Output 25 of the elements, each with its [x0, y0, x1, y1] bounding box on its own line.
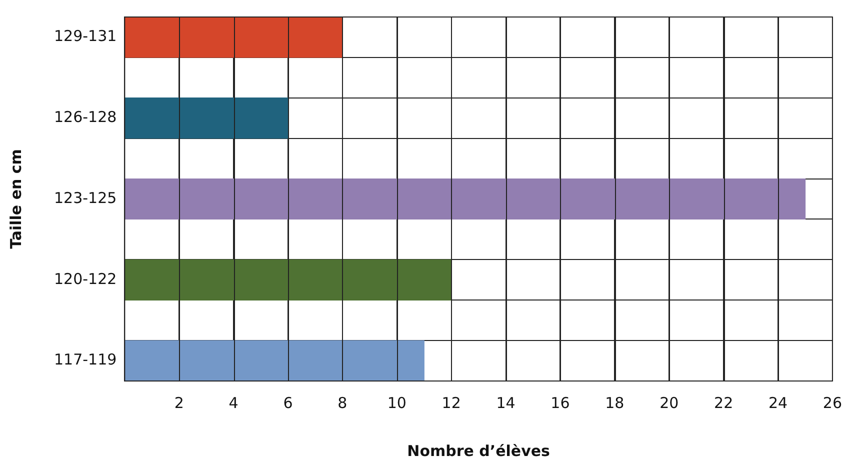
x-tick-label: 16: [550, 394, 570, 412]
y-tick-label: 126-128: [54, 108, 117, 126]
x-tick-label: 6: [283, 394, 293, 412]
x-tick-label: 14: [496, 394, 516, 412]
x-tick-label: 8: [338, 394, 348, 412]
bar: [124, 259, 452, 300]
y-tick-label: 129-131: [54, 27, 117, 46]
y-tick-label: 120-122: [54, 270, 117, 288]
y-tick-label: 117-119: [54, 350, 117, 369]
bar: [124, 340, 424, 381]
x-tick-label: 18: [605, 394, 624, 412]
x-tick-label: 22: [714, 394, 734, 412]
x-axis-title: Nombre d’élèves: [407, 442, 550, 460]
x-tick-label: 4: [228, 394, 238, 412]
x-tick-label: 2: [174, 394, 184, 412]
x-tick-label: 10: [387, 394, 406, 412]
y-tick-label: 123-125: [54, 188, 117, 207]
x-tick-label: 12: [442, 394, 461, 412]
bar: [124, 17, 343, 58]
x-tick-label: 24: [768, 394, 788, 412]
bar: [124, 178, 806, 220]
y-axis-title: Taille en cm: [6, 149, 25, 249]
bar: [124, 98, 288, 139]
x-tick-label: 26: [822, 394, 842, 412]
x-tick-label: 20: [660, 394, 679, 412]
